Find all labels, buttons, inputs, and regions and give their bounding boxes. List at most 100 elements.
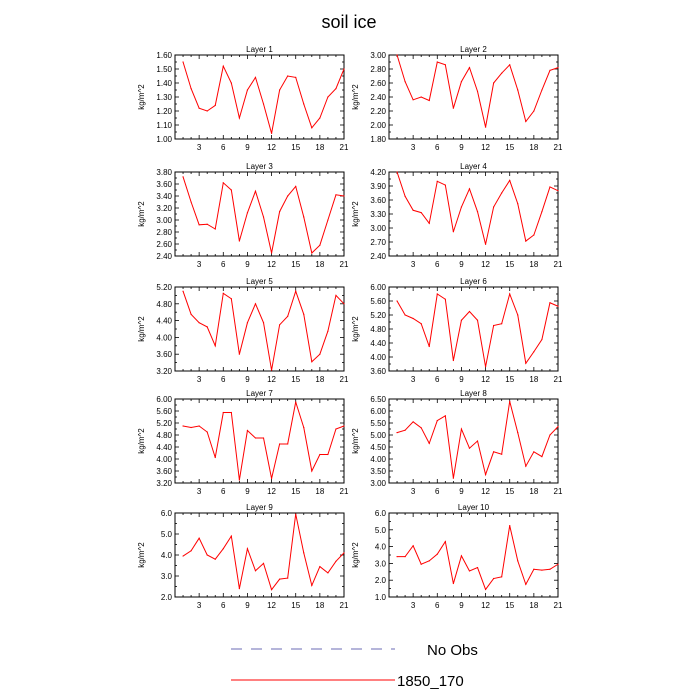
data-point xyxy=(254,570,257,572)
y-axis-label: kg/m^2 xyxy=(351,428,360,454)
y-tick-label: 3.00 xyxy=(370,479,386,488)
panel-layer-4: Layer 4 3 6 9 12 15 18 21 2.40 2.70 3.00 3.30 3.60 3.… xyxy=(351,162,563,269)
x-tick-label: 12 xyxy=(481,143,490,152)
data-point xyxy=(428,442,430,444)
y-axis-label: kg/m^2 xyxy=(137,201,146,227)
y-tick-label: 4.00 xyxy=(370,455,386,464)
data-point xyxy=(270,477,273,480)
data-point xyxy=(190,313,192,315)
data-point xyxy=(436,420,438,422)
x-tick-label: 21 xyxy=(554,260,563,269)
panel-title: Layer 7 xyxy=(246,389,273,398)
x-tick-label: 9 xyxy=(459,601,464,610)
data-point xyxy=(444,540,446,543)
x-tick-label: 9 xyxy=(245,143,250,152)
data-point xyxy=(279,89,281,91)
data-point xyxy=(295,185,297,187)
data-point xyxy=(444,184,446,186)
y-tick-label: 4.80 xyxy=(156,431,172,440)
x-tick-label: 21 xyxy=(554,375,563,384)
panel-layer-2: Layer 2 3 6 9 12 15 18 21 1.80 2.00 2.20 2.40 2.60 2.… xyxy=(351,45,563,152)
data-point xyxy=(557,190,559,192)
data-point xyxy=(182,176,184,178)
data-point xyxy=(484,243,487,245)
y-tick-label: 3.50 xyxy=(370,467,386,476)
data-point xyxy=(404,556,406,558)
x-tick-label: 9 xyxy=(459,260,464,269)
data-point xyxy=(246,322,249,324)
data-point xyxy=(327,96,329,98)
data-point xyxy=(327,330,329,332)
data-point xyxy=(327,572,329,574)
data-point xyxy=(319,244,321,246)
x-tick-label: 15 xyxy=(291,260,300,269)
x-tick-label: 9 xyxy=(245,375,250,384)
y-tick-label: 2.40 xyxy=(156,252,172,261)
x-tick-label: 18 xyxy=(315,375,324,384)
data-point xyxy=(303,216,305,218)
data-point xyxy=(230,535,232,537)
data-point xyxy=(230,189,232,191)
data-point xyxy=(214,104,216,106)
data-point xyxy=(246,212,249,214)
panel-title: Layer 1 xyxy=(246,45,273,54)
data-point xyxy=(182,290,184,292)
plot-frame xyxy=(174,54,345,140)
data-point xyxy=(428,560,430,562)
data-point xyxy=(222,411,224,414)
y-axis-label: kg/m^2 xyxy=(137,428,146,454)
data-point xyxy=(343,552,345,554)
data-point xyxy=(412,545,414,547)
data-point xyxy=(287,315,289,317)
data-point xyxy=(541,569,543,571)
data-point xyxy=(206,110,208,112)
panel-layer-6: Layer 6 3 6 9 12 15 18 21 3.60 4.00 4.40 4.80 5.20 5.… xyxy=(351,277,563,384)
plot-frame xyxy=(388,398,559,484)
data-point xyxy=(501,323,503,325)
data-point xyxy=(484,588,487,591)
y-tick-label: 2.20 xyxy=(370,107,386,116)
x-tick-label: 3 xyxy=(197,601,202,610)
data-point xyxy=(420,212,422,214)
y-tick-label: 5.20 xyxy=(370,311,386,320)
data-point xyxy=(198,322,200,324)
series-line xyxy=(182,289,345,371)
x-tick-label: 9 xyxy=(245,601,250,610)
x-tick-label: 21 xyxy=(554,487,563,496)
panel-layer-3: Layer 3 3 6 9 12 15 18 21 2.40 2.60 2.80 3.00 3.20 3.… xyxy=(137,162,349,269)
data-point xyxy=(541,338,543,341)
y-tick-label: 6.00 xyxy=(156,395,172,404)
panel-layer-10: Layer 10 3 6 9 12 15 18 21 1.0 2.0 3.0 4.0 5.0 6.0 kg/… xyxy=(351,503,563,610)
panel-title: Layer 5 xyxy=(246,277,273,286)
data-point xyxy=(214,345,216,347)
data-point xyxy=(420,563,422,565)
data-point xyxy=(262,103,265,105)
data-point xyxy=(311,584,313,587)
y-tick-label: 3.0 xyxy=(375,559,387,568)
y-tick-label: 2.40 xyxy=(370,93,386,102)
data-point xyxy=(295,513,297,515)
data-point xyxy=(493,324,495,327)
data-point xyxy=(335,294,337,296)
data-point xyxy=(501,192,503,194)
y-tick-label: 1.40 xyxy=(156,79,172,88)
data-point xyxy=(468,188,471,190)
x-tick-label: 18 xyxy=(315,487,324,496)
data-point xyxy=(198,425,200,427)
y-tick-label: 1.80 xyxy=(370,135,386,144)
data-point xyxy=(214,558,216,560)
data-point xyxy=(190,426,192,429)
data-point xyxy=(557,305,559,307)
series-line xyxy=(182,176,345,254)
panel-layer-8: Layer 8 3 6 9 12 15 18 21 3.00 3.50 4.00 4.50 5.00 5.… xyxy=(351,389,563,496)
data-point xyxy=(198,537,200,539)
data-point xyxy=(452,477,454,479)
x-tick-label: 15 xyxy=(505,601,514,610)
panel-title: Layer 4 xyxy=(460,162,487,171)
data-point xyxy=(279,211,281,213)
y-tick-label: 2.70 xyxy=(370,238,386,247)
y-tick-label: 2.00 xyxy=(370,121,386,130)
data-point xyxy=(295,401,297,403)
data-point xyxy=(541,211,543,213)
y-tick-label: 5.00 xyxy=(370,431,386,440)
